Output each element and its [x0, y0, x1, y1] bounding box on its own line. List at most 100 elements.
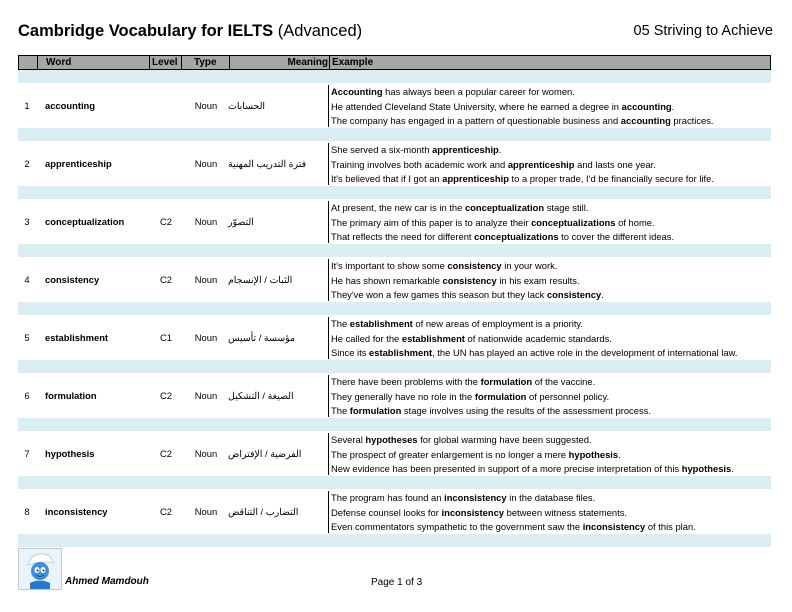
sentence-text: Training involves both academic work and	[331, 158, 508, 170]
type-cell: Noun	[194, 390, 218, 401]
highlighted-word: inconsistency	[582, 521, 646, 532]
example-sentence: Even commentators sympathetic to the gov…	[331, 520, 696, 535]
row-separator	[18, 70, 771, 83]
sentence-text: It's believed that if I got an	[331, 173, 443, 184]
word-cell: hypothesis	[45, 448, 95, 459]
highlighted-word: conceptualizations	[531, 216, 616, 228]
word-cell: accounting	[45, 100, 96, 111]
header-word: Word	[46, 57, 72, 68]
table-row: 1 accounting Noun الحسابات Accounting has al…	[18, 83, 771, 128]
example-sentence: He called for the establishment of natio…	[331, 332, 738, 347]
sentence-text: The prospect of greater enlargement is n…	[331, 448, 569, 460]
sentence-text: .	[671, 100, 675, 112]
example-cell: There have been problems with the formul…	[328, 375, 651, 417]
highlighted-word: formulation	[474, 390, 527, 402]
row-separator	[18, 244, 771, 257]
word-cell: conceptualization	[45, 216, 125, 227]
smurf-avatar-icon	[18, 548, 62, 590]
row-number: 1	[24, 100, 30, 111]
table-row: 3 conceptualization C2 Noun التصوّر At presen…	[18, 199, 771, 244]
type-cell: Noun	[194, 506, 218, 517]
highlighted-word: inconsistency	[444, 492, 507, 503]
example-cell: The program has found an inconsistency i…	[328, 491, 696, 533]
row-number: 8	[24, 506, 30, 517]
highlighted-word: establishment	[369, 347, 433, 358]
highlighted-word: consistency	[442, 274, 497, 286]
highlighted-word: apprenticeship	[507, 158, 575, 170]
header-type: Type	[181, 56, 217, 69]
row-separator	[18, 534, 771, 547]
highlighted-word: establishment	[401, 332, 465, 344]
meaning-cell: فترة التدريب المهنية	[228, 157, 307, 169]
sentence-text: The primary aim of this paper is to anal…	[331, 216, 532, 228]
sentence-text: The company has engaged in a pattern of …	[331, 115, 621, 126]
sentence-text: At present, the new car is in the	[331, 202, 465, 213]
example-sentence: She served a six-month apprenticeship.	[331, 143, 714, 158]
example-cell: She served a six-month apprenticeship. Tr…	[328, 143, 714, 185]
sentence-text: for global warming have been suggested.	[417, 434, 592, 445]
type-cell: Noun	[194, 448, 218, 459]
highlighted-word: hypothesis	[568, 448, 619, 460]
table-row: 6 formulation C2 Noun الصيغة / التشكيل There …	[18, 373, 771, 418]
example-sentence: The company has engaged in a pattern of …	[331, 114, 714, 129]
header-example: Example	[329, 56, 373, 69]
row-number: 6	[24, 390, 30, 401]
sentence-text: in his exam results.	[496, 274, 580, 286]
example-sentence: At present, the new car is in the concep…	[331, 201, 674, 216]
example-sentence: New evidence has been presented in suppo…	[331, 462, 734, 477]
example-cell: Several hypotheses for global warming ha…	[328, 433, 734, 475]
row-separator	[18, 418, 771, 431]
highlighted-word: formulation	[480, 376, 533, 387]
sentence-text: has always been a popular career for wom…	[382, 86, 575, 97]
highlighted-word: hypothesis	[681, 463, 732, 474]
sentence-text: between witness statements.	[504, 506, 627, 518]
sentence-text: The program has found an	[331, 492, 445, 503]
sentence-text: , the UN has played an active role in th…	[432, 347, 738, 358]
sentence-text: He called for the	[331, 332, 402, 344]
sentence-text: He has shown remarkable	[331, 274, 443, 286]
highlighted-word: accounting	[620, 115, 671, 126]
level-cell: C2	[160, 448, 172, 459]
example-sentence: They generally have no role in the formu…	[331, 390, 651, 405]
meaning-cell: مؤسسة / تأسيس	[228, 331, 296, 343]
sentence-text: to cover the different ideas.	[558, 231, 675, 242]
word-cell: apprenticeship	[45, 158, 112, 169]
type-cell: Noun	[194, 158, 218, 169]
sentence-text: He attended Cleveland State University, …	[331, 100, 622, 112]
example-sentence: The formulation stage involves using the…	[331, 404, 651, 419]
header-meaning: Meaning	[229, 56, 328, 69]
meaning-cell: الفرضية / الإفتراض	[228, 447, 302, 459]
example-sentence: There have been problems with the formul…	[331, 375, 651, 390]
sentence-text: New evidence has been presented in suppo…	[331, 463, 682, 474]
row-number: 7	[24, 448, 30, 459]
header-level: Level	[149, 56, 178, 69]
header-divider	[37, 56, 38, 69]
sentence-text: in your work.	[501, 260, 558, 271]
example-sentence: The primary aim of this paper is to anal…	[331, 216, 674, 231]
vocabulary-table: Word Level Type Meaning Example 1 account…	[18, 55, 771, 547]
example-sentence: Training involves both academic work and…	[331, 158, 714, 173]
table-row: 7 hypothesis C2 Noun الفرضية / الإفتراض Sever…	[18, 431, 771, 476]
table-body: 1 accounting Noun الحسابات Accounting has al…	[18, 70, 771, 547]
highlighted-word: apprenticeship	[442, 173, 509, 184]
word-cell: consistency	[45, 274, 100, 285]
meaning-cell: التضارب / التناقض	[228, 505, 299, 517]
unit-title: 05 Striving to Achieve	[633, 23, 773, 39]
row-separator	[18, 186, 771, 199]
sentence-text: They generally have no role in the	[331, 390, 475, 402]
title-bold: Cambridge Vocabulary for IELTS	[18, 22, 274, 40]
sentence-text: Several	[331, 434, 366, 445]
row-number: 2	[24, 158, 30, 169]
author-name: Ahmed Mamdouh	[65, 576, 149, 587]
row-separator	[18, 302, 771, 315]
sentence-text: It's important to show some	[331, 260, 448, 271]
highlighted-word: Accounting	[331, 86, 383, 97]
example-sentence: The program has found an inconsistency i…	[331, 491, 696, 506]
highlighted-word: conceptualization	[464, 202, 545, 213]
example-sentence: That reflects the need for different con…	[331, 230, 674, 245]
sentence-text: of home.	[615, 216, 655, 228]
example-sentence: They've won a few games this season but …	[331, 288, 604, 303]
level-cell	[148, 83, 184, 128]
example-sentence: It's believed that if I got an apprentic…	[331, 172, 714, 187]
sentence-text: .	[618, 448, 621, 460]
